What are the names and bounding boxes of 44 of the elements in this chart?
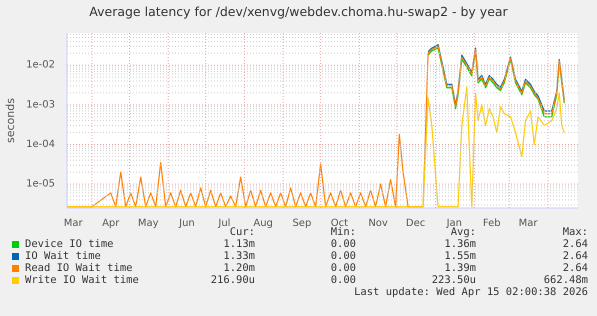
x-tick-label: Jun [178,218,195,229]
text: 1.36m [444,238,476,250]
text: Avg: [450,226,476,238]
text: 0.00 [330,250,356,262]
text: 216.90u [210,274,255,286]
text: 1.39m [444,262,476,274]
legend-label: Device IO time [25,238,114,250]
text: 0.00 [330,274,356,286]
text: 2.64 [562,262,588,274]
x-tick-label: Apr [102,218,120,229]
text: 662.48m [544,274,588,286]
x-tick-label: May [138,218,159,229]
y-axis-title: seconds [4,98,17,143]
text: 2.64 [562,238,588,250]
x-tick-label: Mar [518,218,538,229]
x-tick-label: Jul [217,218,230,229]
text: 0.00 [330,238,356,250]
y-tick-label: 1e-03 [26,99,55,110]
x-tick-label: Feb [482,218,501,229]
y-tick-label: 1e-05 [26,178,55,190]
chart-title: Average latency for /dev/xenvg/webdev.choma.hu-swap2 - by year [88,4,509,19]
y-tick-label: 1e-04 [26,139,55,150]
y-tick-label: 1e-02 [26,60,55,71]
text: 223.50u [432,274,476,286]
text: Min: [330,226,356,238]
x-tick-label: Nov [368,218,388,229]
legend-label: IO Wait time [25,250,101,262]
text: 0.00 [330,262,356,274]
text: Cur: [230,226,255,238]
line-series [67,86,565,208]
x-tick-label: Dec [406,218,426,229]
text: Max: [562,226,588,238]
x-tick-label: Mar [64,218,84,229]
text: 1.20m [223,262,255,274]
text: Last update: Wed Apr 15 02:00:38 2026 [354,286,588,298]
x-tick-label: Sep [292,218,312,229]
text: 1.33m [223,250,255,262]
legend-label: Read IO Wait time [25,262,132,274]
legend-label: Write IO Wait time [25,274,139,286]
text: 1.13m [223,238,255,250]
text: 2.64 [562,250,588,262]
x-tick-label: Jan [446,218,462,229]
x-tick-label: Aug [253,218,273,229]
text: 1.55m [444,250,476,262]
